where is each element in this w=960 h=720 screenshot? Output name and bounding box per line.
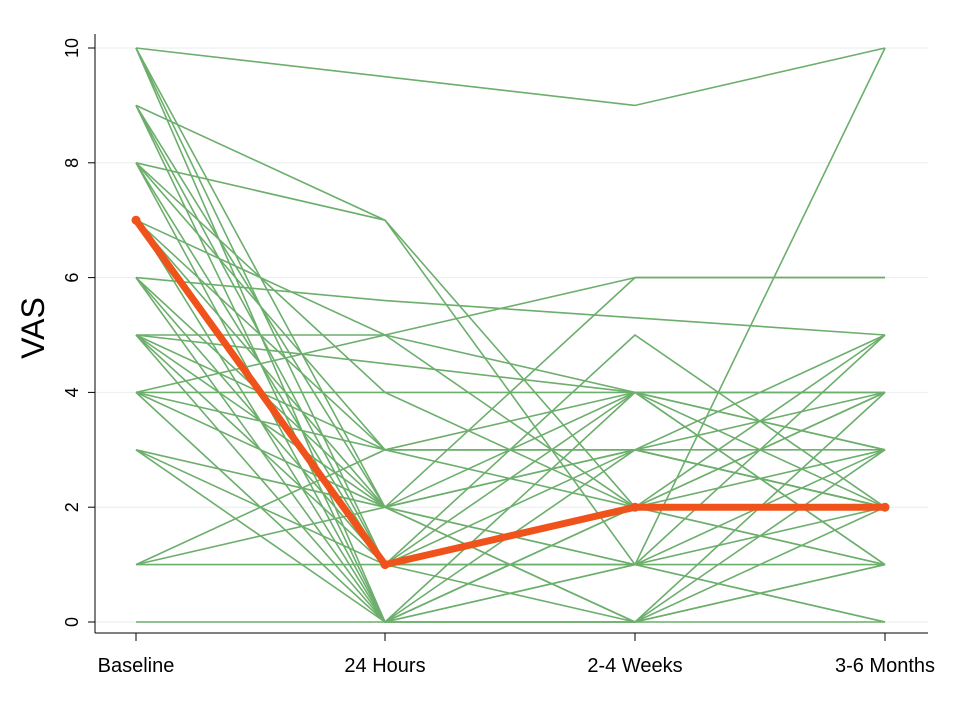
x-tick-label: 2-4 Weeks [587,655,682,677]
y-tick-label: 10 [62,38,82,58]
y-tick-label: 2 [62,502,82,512]
x-ticks: Baseline 24 Hours 2-4 Weeks 3-6 Months [98,633,935,677]
mean-point [380,560,390,570]
y-tick-label: 8 [62,158,82,168]
individual-line [135,276,886,336]
individual-line [135,47,886,107]
y-tick-label: 6 [62,273,82,283]
mean-line [132,216,889,569]
y-ticks: 0 2 4 6 8 10 [62,38,95,627]
individual-line [135,448,886,566]
y-axis-title: VAS [15,297,51,359]
individual-line [136,276,885,336]
mean-point [131,215,141,225]
x-tick-label: 3-6 Months [835,655,935,677]
y-tick-label: 0 [62,617,82,627]
y-tick-label: 4 [62,387,82,397]
mean-point [880,502,890,512]
mean-series [131,215,890,570]
x-tick-label: Baseline [98,655,175,677]
mean-point [630,502,640,512]
x-tick-label: 24 Hours [344,655,425,677]
axes [94,34,928,634]
